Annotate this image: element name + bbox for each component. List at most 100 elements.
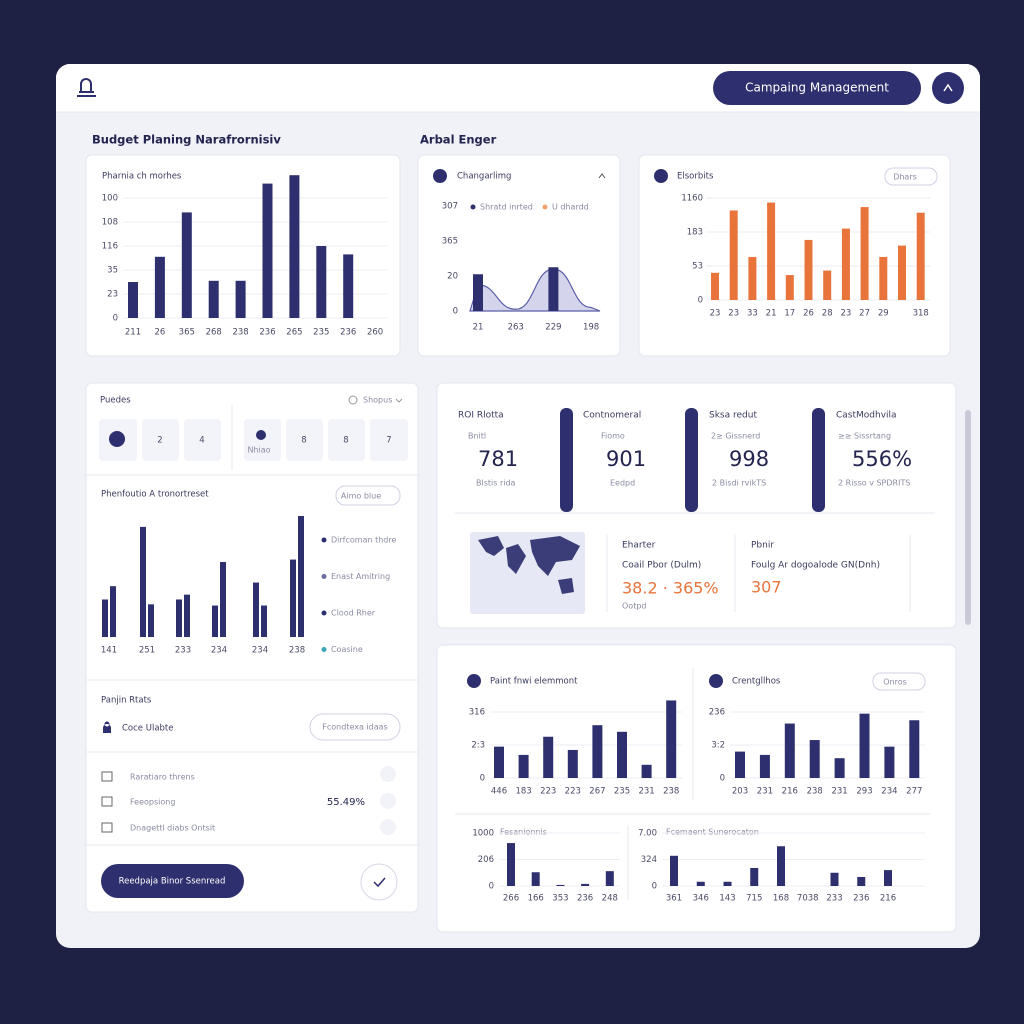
row-value: 55.49% <box>327 797 365 808</box>
tile-label: 7 <box>386 436 391 446</box>
bar <box>834 758 845 778</box>
collapse-toggle[interactable] <box>598 173 606 179</box>
panel-title: Panjin Rtats <box>101 696 152 706</box>
region-title: Eharter <box>622 541 656 551</box>
section-title: Arbal Enger <box>420 133 497 147</box>
x-tick-label: 233 <box>175 646 191 656</box>
x-tick-label: 229 <box>545 323 561 333</box>
profile-button[interactable] <box>932 72 964 104</box>
row-icon <box>101 796 113 807</box>
x-tick-label: 238 <box>289 646 305 656</box>
x-tick-label: 346 <box>693 894 709 904</box>
bar <box>567 749 578 778</box>
campaign-button[interactable] <box>713 71 921 105</box>
x-tick-label: 141 <box>101 646 117 656</box>
action-button[interactable] <box>101 864 244 898</box>
row-toggle[interactable] <box>380 766 396 782</box>
kpi-separator <box>812 408 825 512</box>
y-tick-label: 183 <box>687 228 703 238</box>
x-tick-label: 238 <box>807 787 823 797</box>
x-tick-label: 293 <box>856 787 872 797</box>
x-tick-label: 277 <box>906 787 922 797</box>
x-tick-label: 203 <box>732 787 748 797</box>
bar <box>518 754 529 778</box>
bar <box>723 881 732 886</box>
tile-label: 4 <box>199 436 204 446</box>
section-title: Budget Planing Narafrornisiv <box>92 133 281 147</box>
confirm-button[interactable] <box>360 863 398 901</box>
y-tick-label: 0 <box>453 307 458 317</box>
bar <box>261 605 267 637</box>
x-tick-label: 231 <box>638 787 654 797</box>
bar <box>262 183 273 318</box>
bar <box>884 870 892 886</box>
bar <box>823 270 832 300</box>
y-tick-label: 365 <box>442 237 458 247</box>
scrollbar[interactable] <box>965 410 971 625</box>
x-tick-label: 168 <box>773 894 789 904</box>
bar <box>556 884 565 886</box>
tile[interactable] <box>244 419 281 461</box>
tile[interactable] <box>370 419 408 461</box>
tile[interactable] <box>328 419 365 461</box>
legend-label: Clood Rher <box>331 609 376 618</box>
bar <box>735 751 745 778</box>
area <box>469 268 601 312</box>
row-toggle[interactable] <box>380 819 396 835</box>
x-tick-label: 233 <box>826 894 842 904</box>
chart-title: Fesanionnis <box>500 828 547 837</box>
x-tick-label: 446 <box>491 787 507 797</box>
filter-pill[interactable] <box>872 672 926 691</box>
x-tick-label: 211 <box>125 328 141 338</box>
x-tick-label: 27 <box>859 309 870 319</box>
logo[interactable] <box>77 78 96 97</box>
bar <box>148 604 154 637</box>
bar <box>290 559 296 637</box>
tile-label: 2 <box>157 436 162 446</box>
x-tick-label: 236 <box>259 328 275 338</box>
x-tick-label: 33 <box>747 309 758 319</box>
filter-pill[interactable] <box>335 485 401 506</box>
x-tick-label: 238 <box>663 787 679 797</box>
row-label: Feeopsiong <box>130 798 175 807</box>
bar <box>857 876 866 886</box>
profile-icon <box>943 83 953 92</box>
chart-title: Fcemaent Sunerocaton <box>666 828 759 837</box>
filter-pill[interactable] <box>884 167 938 186</box>
x-tick-label: 365 <box>179 328 195 338</box>
tile-label: 8 <box>343 436 348 446</box>
dropdown-caret <box>395 398 403 403</box>
x-tick-label: 238 <box>232 328 248 338</box>
bar <box>605 871 614 886</box>
row-label: Dnagettl diabs Ontsit <box>130 824 215 833</box>
y-tick-label: 3:2 <box>711 741 725 751</box>
x-tick-label: 234 <box>211 646 227 656</box>
idea-button[interactable] <box>309 713 401 741</box>
tile[interactable] <box>286 419 323 461</box>
bar <box>543 736 554 778</box>
bar <box>696 881 705 886</box>
tile-icon <box>109 431 125 447</box>
bar <box>235 280 246 318</box>
bar <box>548 267 559 311</box>
bar <box>729 210 738 300</box>
region-value: 307 <box>751 578 782 597</box>
x-tick-label: 251 <box>139 646 155 656</box>
bar <box>176 599 182 637</box>
bar <box>641 764 652 778</box>
row-icon <box>101 822 113 833</box>
y-tick-label: 53 <box>692 262 703 272</box>
kpi-sub: Bnitl <box>468 432 486 441</box>
y-tick-label: 108 <box>102 218 118 228</box>
tile[interactable] <box>184 419 221 461</box>
y-tick-label: 316 <box>469 708 485 718</box>
filter-label[interactable]: Shopus <box>363 396 392 405</box>
row-toggle[interactable] <box>380 793 396 809</box>
x-tick-label: 166 <box>528 894 544 904</box>
x-tick-label: 236 <box>340 328 356 338</box>
chart-title: Phenfoutio A tronortreset <box>101 490 209 500</box>
bar <box>711 272 719 300</box>
tile[interactable] <box>142 419 179 461</box>
bar <box>581 883 590 886</box>
